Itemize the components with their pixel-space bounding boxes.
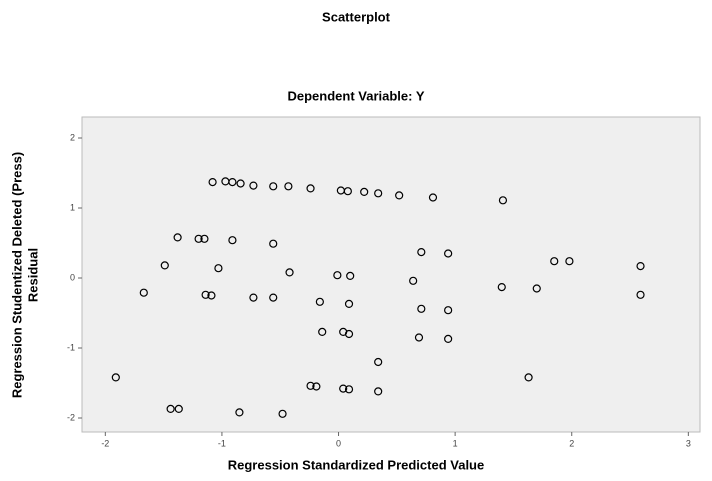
point (524, 373, 533, 382)
point (194, 234, 203, 243)
point (636, 290, 645, 299)
point (207, 291, 216, 300)
point (200, 234, 209, 243)
chart-title: Scatterplot (322, 9, 391, 24)
point (344, 299, 354, 308)
point (160, 261, 169, 270)
point (343, 187, 352, 196)
point (498, 196, 508, 205)
point (444, 249, 453, 258)
plot-area (81, 116, 701, 433)
x-tick-label: 0 (336, 438, 341, 448)
point (249, 293, 258, 302)
point (235, 408, 244, 417)
point (269, 182, 278, 191)
point (344, 329, 354, 339)
y-axis-label: Regression Studentized Deleted (Press) (9, 152, 24, 398)
point (315, 297, 324, 306)
point (318, 327, 327, 336)
y-tick-label: 2 (70, 132, 75, 142)
point (428, 193, 438, 202)
point (417, 304, 426, 313)
point (208, 178, 217, 187)
point (236, 179, 245, 188)
point (532, 284, 541, 293)
y-tick-label: 0 (70, 272, 75, 282)
x-tick-label: 1 (453, 438, 458, 448)
point (166, 404, 175, 413)
point (312, 382, 321, 391)
x-tick-label: -1 (218, 438, 226, 448)
point (636, 262, 645, 271)
point (333, 271, 342, 280)
point (306, 184, 315, 193)
point (201, 290, 210, 299)
point (214, 264, 223, 273)
x-tick-label: -2 (101, 438, 109, 448)
y-tick-label: -2 (67, 412, 75, 422)
x-tick-label: 3 (686, 438, 691, 448)
point (344, 385, 354, 394)
point (360, 187, 369, 196)
point (374, 189, 383, 198)
point (111, 373, 120, 382)
point (284, 182, 293, 191)
chart-subtitle: Dependent Variable: Y (287, 88, 424, 103)
point (444, 334, 453, 343)
point (550, 257, 559, 266)
point (269, 293, 278, 302)
point (228, 236, 237, 245)
point (278, 409, 287, 418)
point (444, 306, 453, 315)
point (269, 239, 278, 248)
y-axis-label: Residual (25, 248, 40, 302)
y-tick-label: -1 (67, 342, 75, 352)
point (414, 333, 424, 342)
point (249, 181, 258, 190)
point (395, 191, 404, 200)
point (409, 276, 418, 285)
point (565, 257, 574, 266)
point (139, 288, 148, 297)
point (306, 381, 315, 390)
point (339, 384, 348, 393)
point (228, 178, 237, 187)
point (174, 404, 183, 413)
point (497, 283, 506, 292)
x-tick-label: 2 (569, 438, 574, 448)
y-tick-label: 1 (70, 202, 75, 212)
point (285, 268, 294, 277)
point (374, 357, 383, 367)
point (173, 233, 182, 242)
point (346, 271, 355, 280)
point (374, 387, 383, 396)
x-axis-label: Regression Standardized Predicted Value (228, 457, 484, 472)
point (417, 248, 426, 257)
